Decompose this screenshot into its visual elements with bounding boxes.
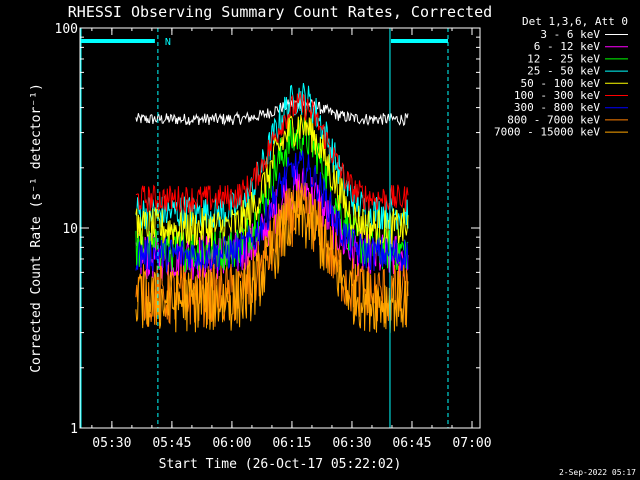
legend-label: 300 - 800 keV	[514, 101, 600, 114]
legend-header: Det 1,3,6, Att 0	[522, 15, 628, 28]
legend-label: 3 - 6 keV	[540, 28, 600, 41]
x-tick-label: 06:30	[332, 436, 371, 451]
chart-title: RHESSI Observing Summary Count Rates, Co…	[68, 3, 492, 21]
series-line-8	[135, 180, 409, 328]
legend-label: 50 - 100 keV	[521, 77, 601, 90]
y-tick-label: 1	[70, 422, 78, 437]
series-line-7	[135, 150, 409, 273]
footer-timestamp: 2-Sep-2022 05:17	[559, 468, 636, 477]
x-axis: 05:30 05:45 06:00 06:15 06:30 06:45 07:00	[91, 28, 492, 451]
x-tick-label: 06:15	[272, 436, 311, 451]
legend-label: 100 - 300 keV	[514, 89, 600, 102]
series-line-1	[135, 99, 409, 127]
series-line-6	[135, 91, 409, 213]
legend-label: 800 - 7000 keV	[507, 113, 600, 126]
x-tick-label: 05:45	[152, 436, 191, 451]
series-line-9	[135, 189, 409, 334]
x-tick-label: 05:30	[92, 436, 131, 451]
x-tick-label: 06:00	[212, 436, 251, 451]
series-layer	[135, 83, 409, 334]
x-axis-label: Start Time (26-Oct-17 05:22:02)	[159, 457, 402, 472]
x-tick-label: 06:45	[392, 436, 431, 451]
x-tick-label: 07:00	[452, 436, 491, 451]
legend-label: 6 - 12 keV	[534, 40, 601, 53]
series-line-5	[135, 109, 409, 248]
night-label: N	[165, 37, 171, 48]
legend-label: 12 - 25 keV	[527, 52, 600, 65]
legend-label: 7000 - 15000 keV	[494, 126, 600, 139]
y-tick-label: 10	[62, 222, 78, 237]
y-tick-label: 100	[55, 22, 78, 37]
legend-label: 25 - 50 keV	[527, 65, 600, 78]
y-axis-label: Corrected Count Rate (s⁻¹ detector⁻¹)	[29, 83, 44, 373]
y-axis: 1 10 100	[55, 22, 480, 437]
